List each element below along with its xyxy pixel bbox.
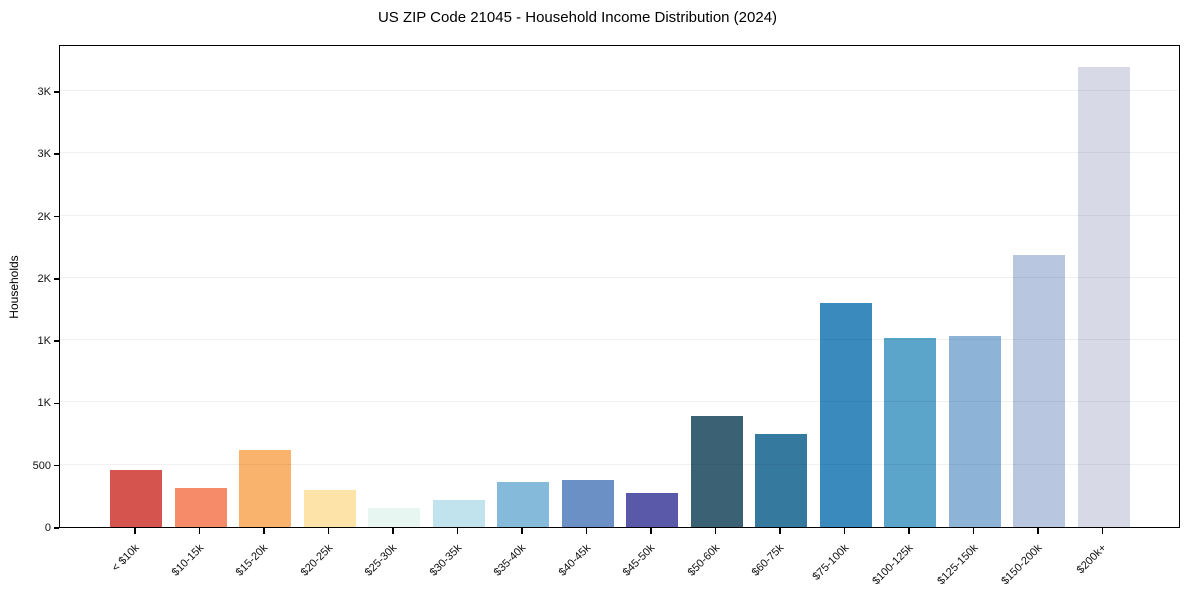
- bar-$200k+: [1077, 67, 1130, 527]
- y-tick-mark: [54, 340, 59, 342]
- bar-$25-30k: [368, 507, 420, 527]
- gridline-3000: [60, 152, 1179, 154]
- bar-$45-50k: [626, 492, 678, 527]
- plot-area: [59, 45, 1180, 528]
- y-tick-label: 500: [32, 459, 51, 472]
- gridline-500: [60, 463, 1179, 465]
- x-tick-label: $25-30k: [362, 542, 400, 579]
- bar-< $10k: [110, 469, 162, 527]
- y-tick-label: 0: [44, 522, 51, 534]
- bar-$30-35k: [432, 499, 485, 527]
- y-tick-mark: [54, 153, 59, 155]
- gridline-2000: [60, 276, 1179, 278]
- x-tick-mark: [521, 528, 523, 534]
- x-tick-label: $10-15k: [169, 542, 206, 579]
- y-tick-label: 1K: [37, 335, 51, 348]
- x-tick-mark: [843, 528, 846, 534]
- x-tick-mark: [714, 528, 717, 534]
- y-tick-label: 2K: [37, 210, 51, 223]
- bar-$100-125k: [884, 337, 936, 527]
- x-tick-label: $30-35k: [427, 542, 464, 579]
- y-tick-label: 1K: [37, 397, 51, 410]
- y-tick-label: 3K: [37, 148, 51, 161]
- bar-$75-100k: [819, 302, 872, 527]
- y-tick-mark: [54, 527, 59, 529]
- x-tick-label: $40-45k: [556, 542, 593, 579]
- x-tick-label: $50-60k: [685, 542, 722, 579]
- bar-$40-45k: [561, 480, 614, 527]
- x-tick-label: $150-200k: [999, 542, 1045, 588]
- x-tick-mark: [198, 528, 201, 534]
- x-tick-mark: [972, 528, 975, 534]
- x-tick-mark: [1037, 528, 1039, 534]
- gridline-1000: [60, 401, 1179, 403]
- x-tick-mark: [263, 528, 265, 534]
- x-tick-label: $20-25k: [298, 542, 335, 579]
- x-tick-mark: [1101, 528, 1104, 534]
- x-tick-label: $15-20k: [233, 542, 271, 579]
- x-tick-label: $100-125k: [870, 542, 916, 588]
- y-axis-label: Households: [7, 255, 21, 319]
- y-tick-label: 3K: [37, 85, 51, 98]
- gridline-2500: [60, 214, 1179, 216]
- bar-$35-40k: [497, 481, 549, 527]
- chart-title: US ZIP Code 21045 - Household Income Dis…: [377, 9, 778, 26]
- y-tick-mark: [54, 402, 59, 405]
- x-tick-mark: [779, 528, 781, 534]
- x-tick-mark: [134, 528, 136, 534]
- y-tick-mark: [54, 464, 59, 467]
- y-tick-mark: [54, 215, 59, 218]
- y-tick-mark: [54, 91, 59, 93]
- y-tick-mark: [54, 278, 59, 280]
- bar-$125-150k: [948, 335, 1001, 527]
- x-tick-label: $35-40k: [491, 542, 529, 579]
- bar-$50-60k: [690, 416, 743, 527]
- bar-$60-75k: [755, 433, 807, 527]
- bar-$20-25k: [303, 490, 356, 527]
- bar-$150-200k: [1013, 254, 1065, 527]
- x-tick-label: $75-100k: [810, 542, 851, 583]
- x-tick-mark: [456, 528, 459, 534]
- x-tick-label: $125-150k: [934, 542, 980, 588]
- x-tick-mark: [392, 528, 394, 534]
- x-tick-label: $45-50k: [620, 542, 658, 579]
- x-tick-mark: [327, 528, 330, 534]
- x-tick-label: < $10k: [109, 542, 142, 575]
- bar-$10-15k: [174, 487, 227, 527]
- bar-$15-20k: [239, 449, 291, 527]
- y-tick-label: 2K: [37, 272, 51, 285]
- x-tick-label: $200k+: [1074, 542, 1109, 577]
- x-tick-mark: [585, 528, 588, 534]
- gridline-1500: [60, 339, 1179, 341]
- x-tick-mark: [908, 528, 910, 534]
- x-tick-label: $60-75k: [749, 542, 787, 579]
- gridline-3500: [60, 89, 1179, 91]
- x-tick-mark: [650, 528, 652, 534]
